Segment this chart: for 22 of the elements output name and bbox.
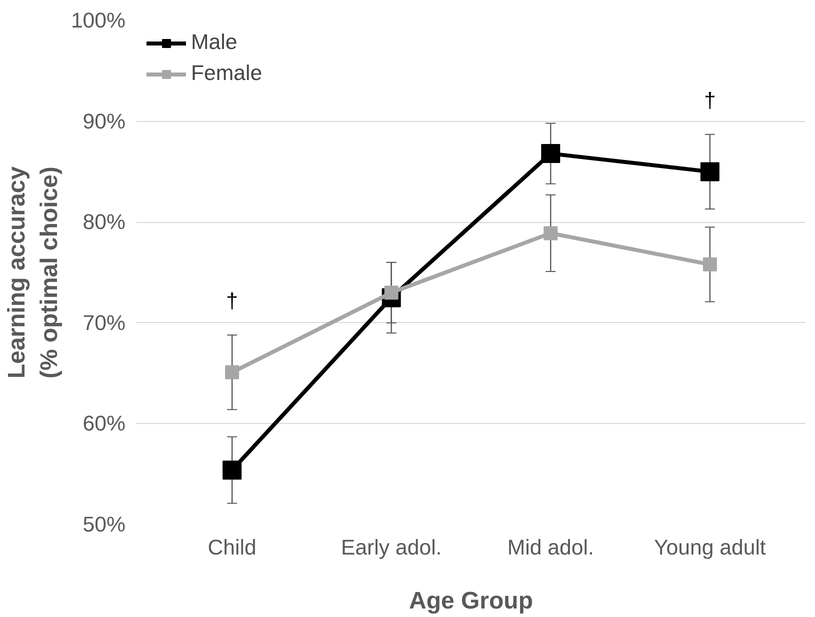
- y-axis-title: Learning accuracy (% optimal choice): [4, 166, 63, 379]
- point: [222, 460, 242, 480]
- point: [700, 162, 720, 182]
- x-tick-label: Young adult: [654, 536, 766, 560]
- y-tick-label: 90%: [82, 109, 126, 134]
- point: [541, 144, 560, 164]
- point: [702, 257, 717, 272]
- legend-label: Female: [191, 61, 262, 86]
- y-tick-label: 60%: [82, 412, 126, 436]
- point: [544, 226, 558, 240]
- y-tick-label: 50%: [82, 512, 126, 536]
- y-tick-label: 80%: [82, 210, 126, 234]
- x-tick-label: Mid adol.: [507, 536, 594, 560]
- point: [225, 365, 240, 380]
- annotation: †: [704, 88, 716, 112]
- legend-label: Male: [191, 30, 238, 55]
- annotation: †: [226, 288, 238, 313]
- x-axis-title: Age Group: [409, 588, 533, 614]
- y-tick-label: 100%: [70, 8, 126, 32]
- x-tick-label: Child: [208, 536, 256, 560]
- y-tick-label: 70%: [82, 310, 126, 335]
- x-tick-label: Early adol.: [340, 536, 442, 560]
